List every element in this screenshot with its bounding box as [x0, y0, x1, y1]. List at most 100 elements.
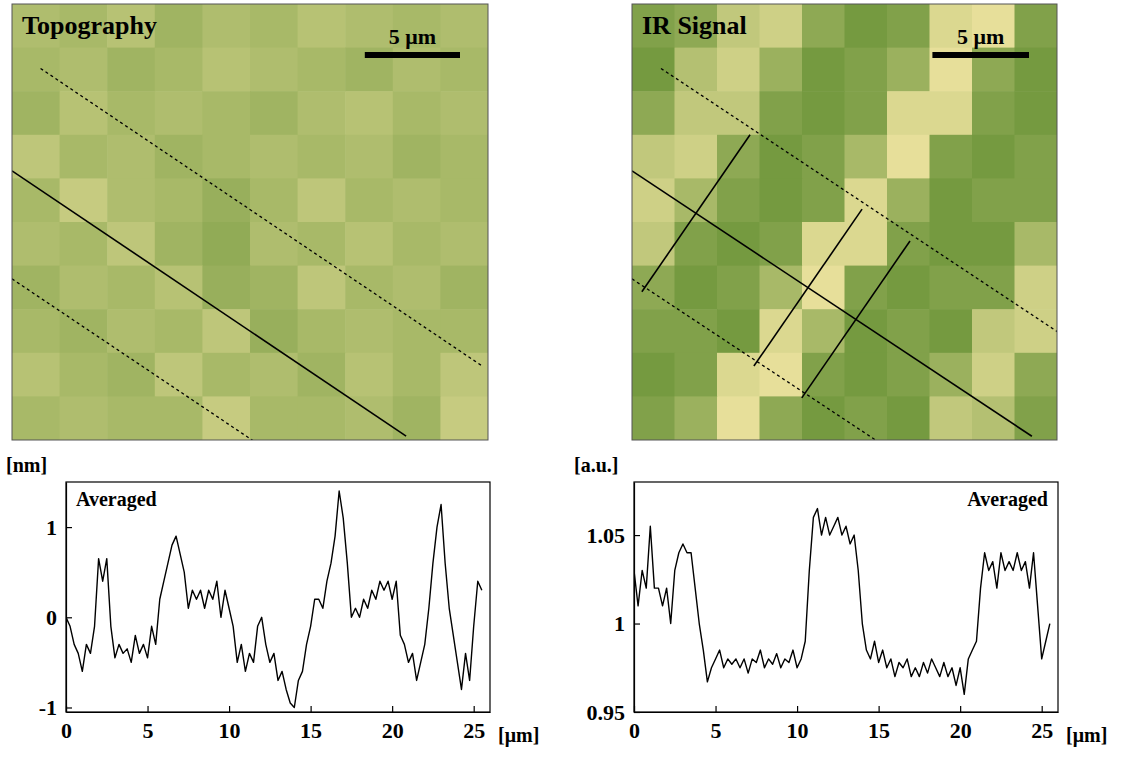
heatmap-cell	[12, 222, 60, 266]
heatmap-cell	[60, 48, 108, 92]
dashed-guide-line	[632, 279, 887, 440]
tick: 15	[300, 706, 322, 743]
heatmap-cell	[1015, 91, 1058, 135]
heatmap-cell	[440, 135, 488, 179]
heatmap-cell	[345, 309, 393, 353]
heatmap-panel: IR Signal5 μm	[632, 4, 1109, 448]
heatmap-cell	[760, 396, 803, 440]
plot-frame	[634, 482, 1058, 712]
heatmap-cell	[802, 91, 845, 135]
tick-label: 25	[463, 718, 485, 743]
tick-mark	[879, 706, 880, 712]
map-frame	[632, 4, 1057, 440]
heatmap-cell	[1015, 135, 1058, 179]
heatmap-cell	[155, 396, 203, 440]
heatmap-cell	[675, 135, 718, 179]
heatmap-cell	[345, 4, 393, 48]
heatmap-cell	[202, 178, 250, 222]
tick-label: 0	[629, 718, 640, 743]
heatmap-cell	[632, 135, 675, 179]
tick: 1.05	[587, 523, 641, 548]
tick-label: 20	[950, 718, 972, 743]
heatmap-cell	[12, 178, 60, 222]
heatmap-cell	[802, 353, 845, 397]
dashed-guide-line	[41, 68, 483, 366]
line-panel: 05101520250.9511.05[a.u.][μm]Averaged	[574, 454, 1107, 747]
tick-mark	[1042, 706, 1043, 712]
line-panel: 0510152025-101[nm][μm]Averaged	[6, 454, 539, 747]
tick: 10	[219, 706, 241, 743]
heatmap-cell	[250, 396, 298, 440]
heatmap-cell	[393, 396, 441, 440]
heatmap-cell	[345, 353, 393, 397]
heatmap-cell	[887, 353, 930, 397]
heatmap-cell	[717, 48, 760, 92]
heatmap-cell	[930, 135, 973, 179]
heatmap-cell	[930, 222, 973, 266]
y-axis-title: [nm]	[6, 454, 47, 476]
heatmap-cell	[250, 178, 298, 222]
heatmap-cell	[440, 4, 488, 48]
heatmap-cell	[345, 222, 393, 266]
heatmap-cell	[1015, 266, 1058, 310]
heatmap-cell	[12, 48, 60, 92]
axis-line	[67, 712, 491, 713]
heatmap-cell	[107, 396, 155, 440]
heatmap-cell	[393, 353, 441, 397]
heatmap-cell	[202, 48, 250, 92]
tick-label: 10	[787, 718, 809, 743]
heatmap-cell	[717, 222, 760, 266]
heatmap-cell	[802, 48, 845, 92]
heatmap-cell	[107, 353, 155, 397]
heatmap-cell	[760, 353, 803, 397]
heatmap-cell	[155, 222, 203, 266]
scale-bar	[932, 52, 1029, 58]
heatmap-cell	[155, 309, 203, 353]
heatmap-cell	[250, 135, 298, 179]
heatmap-cell	[887, 48, 930, 92]
heatmap-cell	[802, 309, 845, 353]
tick: 25	[1031, 706, 1053, 743]
heatmap-cell	[972, 178, 1015, 222]
heatmap-cell	[972, 353, 1015, 397]
heatmap-cell	[675, 266, 718, 310]
tick-label: 1	[614, 611, 625, 636]
heatmap-cell	[930, 91, 973, 135]
tick: 15	[868, 706, 890, 743]
map-frame	[12, 4, 488, 440]
heatmap-cell	[202, 135, 250, 179]
tick-mark	[634, 623, 640, 624]
heatmap-cell	[887, 91, 930, 135]
heatmap-cell	[393, 222, 441, 266]
heatmap-cell	[717, 309, 760, 353]
heatmap-cell	[760, 178, 803, 222]
heatmap-cell	[250, 4, 298, 48]
heatmap-cell	[972, 135, 1015, 179]
heatmap-cell	[802, 396, 845, 440]
heatmap-cell	[60, 266, 108, 310]
tick-label: 0	[61, 718, 72, 743]
guide-line	[754, 209, 862, 366]
heatmap-cell	[760, 135, 803, 179]
heatmap-cell	[887, 178, 930, 222]
tick-mark	[66, 527, 72, 528]
figure: Topography5 μmIR Signal5 μm0510152025-10…	[0, 0, 1133, 757]
heatmap-cell	[1015, 353, 1058, 397]
heatmap-cell	[972, 91, 1015, 135]
tick: 5	[143, 706, 154, 743]
heatmap-cell	[887, 4, 930, 48]
heatmap-cell	[250, 91, 298, 135]
heatmap-cell	[202, 91, 250, 135]
heatmap-cell	[845, 222, 888, 266]
heatmap-cell	[298, 4, 346, 48]
heatmap-cell	[107, 48, 155, 92]
tick-label: 5	[143, 718, 154, 743]
heatmap-cell	[802, 135, 845, 179]
heatmap-cell	[802, 4, 845, 48]
heatmap-cell	[845, 91, 888, 135]
tick-label: 5	[711, 718, 722, 743]
axis-line	[634, 483, 635, 713]
tick-label: 1.05	[587, 523, 626, 548]
plot-frame	[66, 482, 490, 712]
heatmap-cell	[440, 178, 488, 222]
